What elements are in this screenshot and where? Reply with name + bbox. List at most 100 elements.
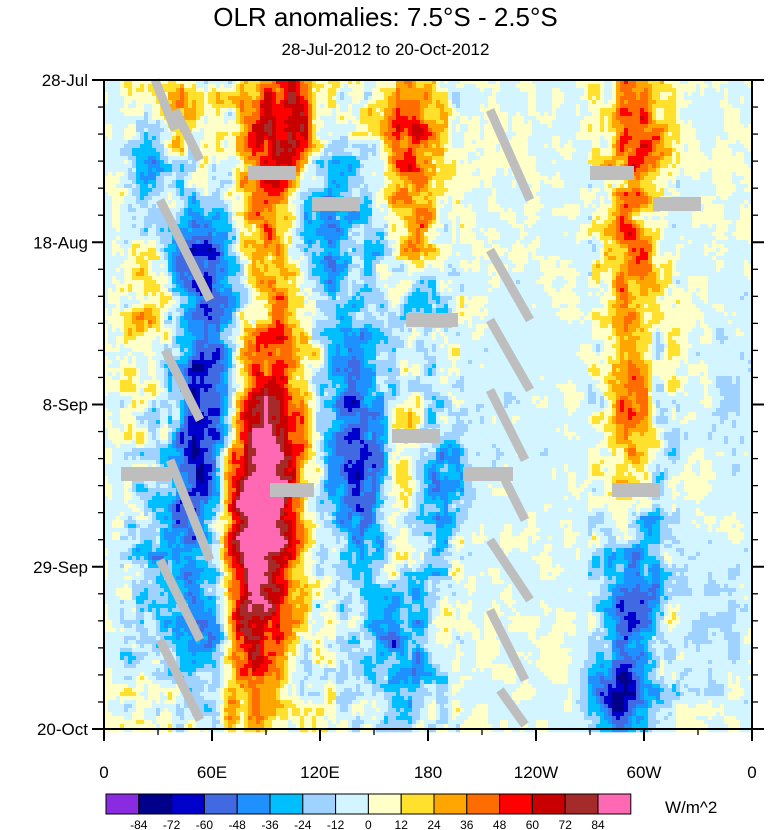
field-cell [228, 88, 232, 92]
field-cell [132, 108, 136, 112]
field-cell [568, 108, 572, 112]
field-cell [632, 104, 636, 108]
field-cell [196, 84, 200, 88]
field-cell [360, 112, 364, 116]
field-cell [256, 96, 260, 100]
field-cell [136, 88, 140, 92]
field-cell [272, 108, 276, 112]
field-cell [332, 120, 336, 124]
field-cell [324, 84, 328, 88]
field-cell [260, 100, 264, 104]
field-cell [620, 100, 624, 104]
field-cell [492, 104, 496, 108]
field-cell [640, 100, 644, 104]
field-cell [436, 116, 440, 120]
field-cell [264, 84, 268, 88]
field-cell [712, 92, 716, 96]
field-cell [744, 108, 748, 112]
field-cell [712, 104, 716, 108]
field-cell [280, 84, 284, 88]
field-cell [440, 112, 444, 116]
field-cell [404, 104, 408, 108]
field-cell [688, 124, 692, 128]
field-cell [240, 92, 244, 96]
field-cell [712, 88, 716, 92]
field-cell [732, 100, 736, 104]
field-cell [412, 116, 416, 120]
field-cell [320, 108, 324, 112]
field-cell [200, 88, 204, 92]
field-cell [460, 116, 464, 120]
field-cell [268, 88, 272, 92]
field-cell [368, 124, 372, 128]
field-cell [724, 112, 728, 116]
field-cell [516, 92, 520, 96]
field-cell [736, 92, 740, 96]
field-cell [300, 84, 304, 88]
field-cell [420, 112, 424, 116]
field-cell [336, 84, 340, 88]
field-cell [120, 120, 124, 124]
field-cell [196, 116, 200, 120]
field-cell [680, 116, 684, 120]
field-cell [212, 108, 216, 112]
field-cell [600, 100, 604, 104]
field-cell [428, 120, 432, 124]
field-cell [144, 116, 148, 120]
field-cell [528, 108, 532, 112]
field-cell [308, 124, 312, 128]
field-cell [124, 100, 128, 104]
field-cell [400, 100, 404, 104]
field-cell [624, 124, 628, 128]
field-cell [288, 104, 292, 108]
field-cell [340, 112, 344, 116]
field-cell [128, 84, 132, 88]
field-cell [384, 116, 388, 120]
field-cell [128, 112, 132, 116]
field-cell [672, 108, 676, 112]
field-cell [216, 120, 220, 124]
field-cell [604, 100, 608, 104]
field-cell [192, 112, 196, 116]
field-cell [124, 112, 128, 116]
field-cell [596, 100, 600, 104]
field-cell [500, 100, 504, 104]
field-cell [200, 96, 204, 100]
field-cell [696, 116, 700, 120]
field-cell [504, 92, 508, 96]
field-cell [484, 96, 488, 100]
field-cell [572, 84, 576, 88]
field-cell [728, 100, 732, 104]
field-cell [128, 96, 132, 100]
field-cell [380, 92, 384, 96]
field-cell [168, 88, 172, 92]
field-cell [548, 116, 552, 120]
field-cell [552, 104, 556, 108]
field-cell [728, 92, 732, 96]
field-cell [264, 88, 268, 92]
field-cell [144, 84, 148, 88]
field-cell [288, 120, 292, 124]
field-cell [696, 92, 700, 96]
field-cell [560, 84, 564, 88]
field-cell [476, 120, 480, 124]
field-cell [240, 108, 244, 112]
field-cell [524, 124, 528, 128]
field-cell [528, 92, 532, 96]
field-cell [552, 112, 556, 116]
field-cell [420, 96, 424, 100]
field-cell [408, 112, 412, 116]
field-cell [624, 108, 628, 112]
field-cell [368, 88, 372, 92]
field-cell [496, 96, 500, 100]
field-cell [540, 96, 544, 100]
field-cell [652, 84, 656, 88]
field-cell [364, 88, 368, 92]
field-cell [340, 96, 344, 100]
field-cell [608, 92, 612, 96]
field-cell [248, 100, 252, 104]
field-cell [560, 100, 564, 104]
field-cell [288, 108, 292, 112]
field-cell [448, 120, 452, 124]
field-cell [256, 120, 260, 124]
